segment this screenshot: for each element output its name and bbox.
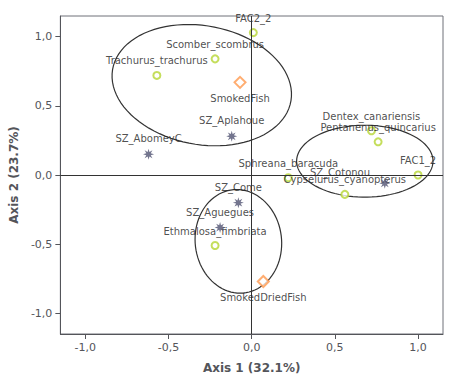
svg-text:1,0: 1,0 xyxy=(409,341,427,354)
svg-text:SZ_Aguegues: SZ_Aguegues xyxy=(186,207,254,219)
svg-text:SZ_Come: SZ_Come xyxy=(215,182,262,194)
svg-text:Axis 2 (23.7%): Axis 2 (23.7%) xyxy=(7,126,21,224)
svg-text:Dentex_canariensis: Dentex_canariensis xyxy=(322,110,421,122)
svg-text:-1,0: -1,0 xyxy=(31,307,52,320)
svg-text:SmokedFish: SmokedFish xyxy=(210,93,270,104)
svg-text:0,0: 0,0 xyxy=(35,169,53,182)
svg-text:0,5: 0,5 xyxy=(326,341,344,354)
svg-text:Scomber_scombrus: Scomber_scombrus xyxy=(166,39,264,51)
svg-text:Pentanenus_quincarius: Pentanenus_quincarius xyxy=(320,122,435,134)
svg-text:SZ_Cotonou: SZ_Cotonou xyxy=(310,167,370,179)
svg-text:Ethmalosa_fimbriata: Ethmalosa_fimbriata xyxy=(163,225,267,237)
svg-text:SZ_AbomeyC: SZ_AbomeyC xyxy=(115,133,181,145)
svg-text:SmokedDriedFish: SmokedDriedFish xyxy=(220,292,307,303)
svg-text:Sphreana_baracuda: Sphreana_baracuda xyxy=(238,157,339,169)
svg-text:Cypselurus_cyanopterus: Cypselurus_cyanopterus xyxy=(283,174,407,186)
svg-text:0,0: 0,0 xyxy=(243,341,261,354)
svg-text:-0,5: -0,5 xyxy=(158,341,179,354)
svg-text:FAC1_2: FAC1_2 xyxy=(400,155,436,167)
svg-text:SZ_Aplahoue: SZ_Aplahoue xyxy=(199,115,264,127)
svg-text:0,5: 0,5 xyxy=(35,99,53,112)
svg-text:-0,5: -0,5 xyxy=(31,238,52,251)
svg-text:Trachurus_trachurus: Trachurus_trachurus xyxy=(105,55,208,67)
svg-text:Axis 1 (32.1%): Axis 1 (32.1%) xyxy=(203,361,301,375)
svg-text:-1,0: -1,0 xyxy=(75,341,96,354)
svg-text:FAC2_2: FAC2_2 xyxy=(235,13,271,25)
svg-text:1,0: 1,0 xyxy=(35,30,53,43)
